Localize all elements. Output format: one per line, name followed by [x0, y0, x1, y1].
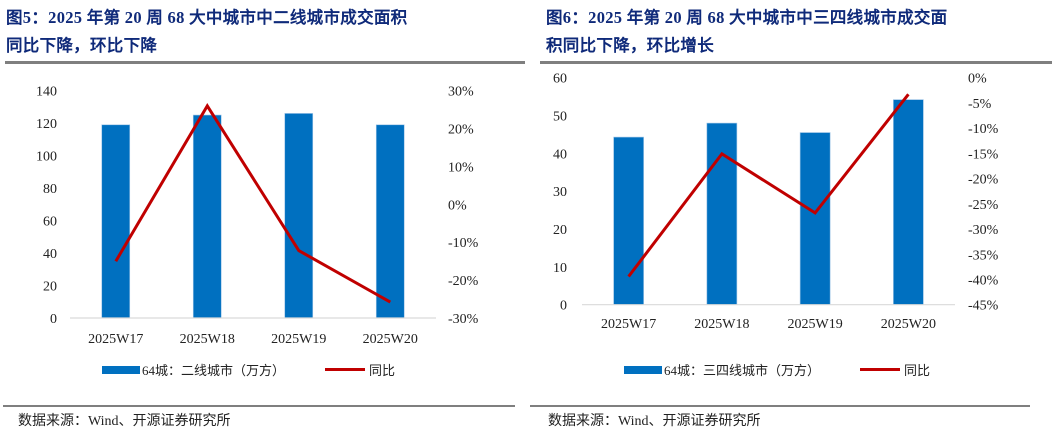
x-tick-label: 2025W17 [601, 317, 656, 332]
x-tick-label: 2025W19 [271, 332, 326, 347]
bar-2025W18 [706, 122, 738, 306]
legend-line-label: 同比 [369, 363, 396, 378]
x-tick-label: 2025W19 [788, 317, 843, 332]
y-right-tick-label: -45% [968, 299, 999, 314]
figure-5-top-rule [5, 61, 525, 64]
figure-5-legend: 64城：二线城市（万方） 同比 [102, 360, 395, 379]
figure-6-title-line1: 图6：2025 年第 20 周 68 大中城市中三四线城市成交面 [546, 8, 948, 27]
y-right-tick-label: 10% [448, 160, 474, 175]
figure-6-bottom-rule [530, 405, 1030, 407]
y-left-tick-label: 60 [43, 215, 57, 230]
bar-2025W18 [192, 114, 222, 319]
y-right-tick-label: -10% [968, 122, 999, 137]
y-right-tick-label: 20% [448, 123, 474, 138]
legend-bar-label: 64城：三四线城市（万方） [664, 363, 821, 378]
figure-6-source: 数据来源：Wind、开源证券研究所 [548, 414, 761, 429]
bar-2025W19 [284, 113, 314, 319]
y-left-tick-label: 140 [36, 85, 57, 100]
y-right-tick-label: -20% [448, 274, 479, 289]
x-tick-label: 2025W18 [694, 317, 749, 332]
legend-bar-swatch [102, 365, 140, 374]
y-left-tick-label: 20 [553, 223, 567, 238]
figure-5-title-line2: 同比下降，环比下降 [6, 36, 158, 55]
y-left-tick-label: 120 [36, 117, 57, 132]
y-right-tick-label: -30% [968, 223, 999, 238]
y-right-tick-label: -40% [968, 273, 999, 288]
y-right-tick-label: 30% [448, 85, 474, 100]
legend-line-label: 同比 [904, 363, 931, 378]
figure-5-chart: 0 20 40 60 80 100 120 140 -30% -20% -10% 0% 10% 20% 30… [36, 85, 479, 347]
y-right-tick-label: -5% [968, 97, 992, 112]
figure-5-title: 图5：2025 年第 20 周 68 大中城市中二线城市成交面积 同比下降，环比… [6, 4, 407, 60]
figure-6-top-rule [540, 61, 1052, 64]
x-tick-label: 2025W17 [88, 332, 143, 347]
figure-5-bottom-rule [3, 405, 515, 407]
bar-2025W17 [613, 136, 644, 305]
legend-bar-label: 64城：二线城市（万方） [142, 363, 286, 378]
y-left-tick-label: 60 [553, 72, 567, 87]
yoy-line [627, 93, 910, 278]
figure-6-title: 图6：2025 年第 20 周 68 大中城市中三四线城市成交面 积同比下降，环… [546, 4, 947, 60]
y-left-tick-label: 80 [43, 182, 57, 197]
y-left-tick-label: 100 [36, 150, 57, 165]
x-tick-label: 2025W20 [363, 332, 418, 347]
figure-6-panel: 图6：2025 年第 20 周 68 大中城市中三四线城市成交面 积同比下降，环… [530, 0, 1057, 436]
figure-6-chart: 0 10 20 30 40 50 60 -45% -40% -35% -30% -25% -20% -15… [553, 72, 999, 332]
figure-5-title-line1: 图5：2025 年第 20 周 68 大中城市中二线城市成交面积 [6, 8, 408, 27]
legend-bar-swatch [624, 365, 662, 374]
y-right-tick-label: -25% [968, 198, 999, 213]
legend-line-swatch [860, 368, 901, 371]
y-left-tick-label: 10 [553, 261, 567, 276]
y-left-tick-label: 40 [553, 147, 567, 162]
y-right-tick-label: -10% [448, 236, 479, 251]
y-right-tick-label: -20% [968, 173, 999, 188]
yoy-line [114, 103, 392, 304]
y-right-tick-label: -15% [968, 147, 999, 162]
figure-6-title-line2: 积同比下降，环比增长 [546, 36, 714, 55]
y-left-tick-label: 20 [43, 280, 57, 295]
bar-2025W19 [799, 132, 831, 305]
y-right-tick-label: 0% [968, 72, 987, 87]
x-tick-label: 2025W20 [881, 317, 936, 332]
legend-line-swatch [325, 368, 366, 371]
figure-6-legend: 64城：三四线城市（万方） 同比 [624, 360, 930, 379]
y-left-tick-label: 0 [560, 299, 567, 314]
y-right-tick-label: -30% [448, 312, 479, 327]
bar-2025W20 [375, 124, 405, 319]
y-left-tick-label: 0 [50, 312, 57, 327]
y-left-tick-label: 50 [553, 110, 567, 125]
x-tick-label: 2025W18 [180, 332, 235, 347]
bar-2025W20 [893, 99, 924, 306]
y-left-tick-label: 30 [553, 185, 567, 200]
y-right-tick-label: -35% [968, 248, 999, 263]
figure-5-source: 数据来源：Wind、开源证券研究所 [18, 414, 231, 429]
y-right-tick-label: 0% [448, 198, 467, 213]
bar-2025W17 [101, 124, 131, 319]
y-left-tick-label: 40 [43, 247, 57, 262]
figure-5-panel: 图5：2025 年第 20 周 68 大中城市中二线城市成交面积 同比下降，环比… [3, 4, 525, 429]
